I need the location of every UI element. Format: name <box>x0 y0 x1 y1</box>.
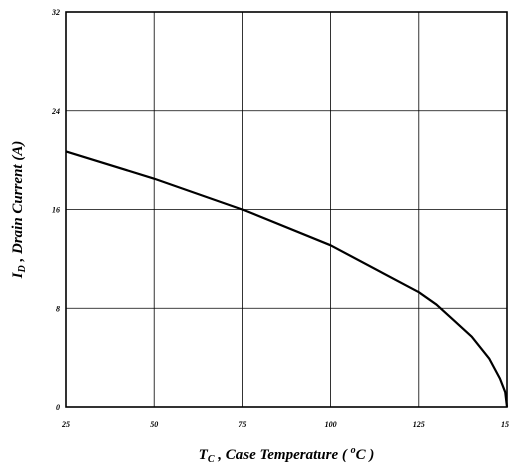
x-axis-unit: C ) <box>356 447 375 463</box>
x-axis-degree: o <box>351 445 356 456</box>
x-tick-label: 150 <box>501 420 509 429</box>
x-axis-text: , Case Temperature ( <box>214 447 350 463</box>
x-axis-ticks: 25 50 75 100 125 150 <box>61 420 509 429</box>
x-tick-label: 100 <box>325 420 337 429</box>
x-tick-label: 125 <box>413 420 425 429</box>
series-line-drain-current <box>65 150 509 408</box>
x-tick-label: 50 <box>150 420 158 429</box>
y-tick-label: 32 <box>51 8 60 17</box>
y-axis-subscript: D <box>17 265 28 273</box>
x-axis-symbol: T <box>199 447 209 463</box>
y-tick-label: 16 <box>52 206 60 215</box>
y-tick-label: 8 <box>56 304 60 313</box>
y-axis-ticks: 0 8 16 24 32 <box>51 8 60 412</box>
y-tick-label: 24 <box>51 107 60 116</box>
y-axis-text: , Drain Current (A) <box>10 141 26 266</box>
y-axis-symbol: I <box>10 271 26 279</box>
y-tick-label: 0 <box>56 403 60 412</box>
grid <box>65 11 508 408</box>
y-axis-title: ID , Drain Current (A) <box>10 141 28 280</box>
x-tick-label: 25 <box>61 420 70 429</box>
plot-area-frame <box>65 11 508 408</box>
x-axis-title: TC , Case Temperature ( oC ) <box>199 445 375 463</box>
x-tick-label: 75 <box>238 420 246 429</box>
x-axis-subscript: C <box>208 454 215 463</box>
